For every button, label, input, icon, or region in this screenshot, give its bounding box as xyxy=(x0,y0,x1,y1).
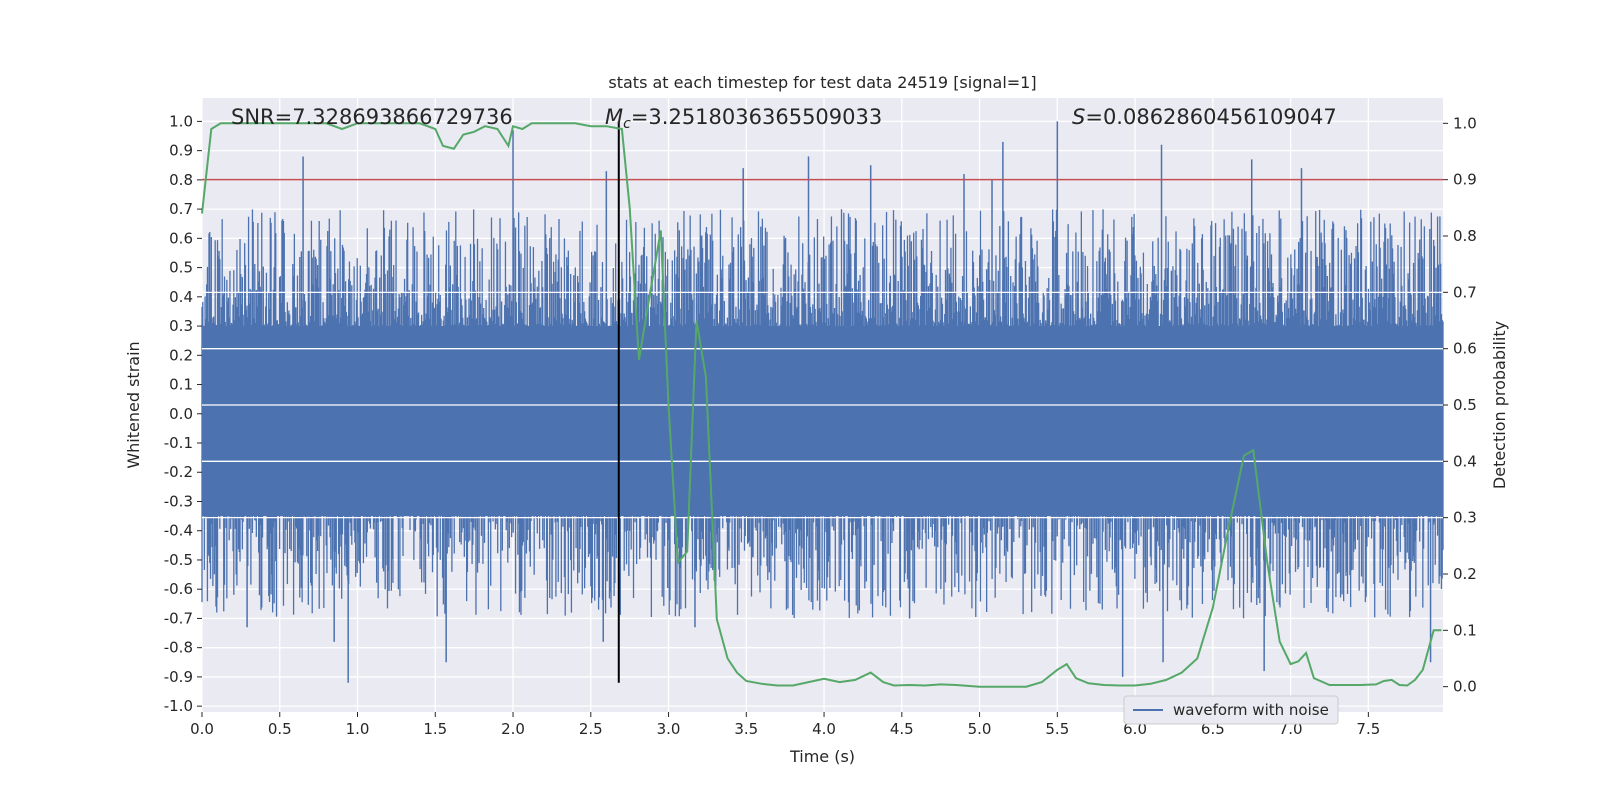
y2-tick-label: 0.1 xyxy=(1453,621,1477,639)
y-tick-label: 0.3 xyxy=(169,317,193,335)
y-tick-label: 1.0 xyxy=(169,112,193,130)
y-tick-label: -0.4 xyxy=(164,522,193,540)
s-value: =0.0862860456109047 xyxy=(1085,105,1336,129)
y-tick-label: 0.4 xyxy=(169,288,193,306)
y-tick-label: 0.6 xyxy=(169,229,193,247)
y2-tick-label: 0.7 xyxy=(1453,283,1477,301)
y-tick-label: -0.7 xyxy=(164,609,193,627)
y-tick-label: 0.8 xyxy=(169,171,193,189)
waveform-trace xyxy=(201,209,1444,619)
y-tick-label: -0.1 xyxy=(164,434,193,452)
chirp-mass-symbol: M xyxy=(605,105,623,129)
y-tick-label: -0.8 xyxy=(164,639,193,657)
x-tick-label: 0.0 xyxy=(190,720,214,738)
x-tick-label: 5.5 xyxy=(1045,720,1069,738)
grid-overlay xyxy=(202,291,1443,519)
legend: waveform with noise xyxy=(1123,695,1339,725)
y-tick-label: 0.7 xyxy=(169,200,193,218)
x-tick-label: 1.0 xyxy=(346,720,370,738)
x-axis-label: Time (s) xyxy=(789,747,855,766)
y2-tick-label: 1.0 xyxy=(1453,114,1477,132)
x-tick-label: 3.5 xyxy=(734,720,758,738)
y-tick-label: -0.6 xyxy=(164,580,193,598)
chirp-mass-subscript: c xyxy=(623,116,631,132)
chirp-mass-value: =3.2518036365509033 xyxy=(631,105,882,129)
y-tick-label: 0.2 xyxy=(169,346,193,364)
y-tick-label: -1.0 xyxy=(164,697,193,715)
y2-axis-label: Detection probability xyxy=(1490,321,1509,489)
y-axis-ticks: 1.0 0.9 0.8 0.7 0.6 0.5 0.4 0.3 0.2 0.1 0.0 -0.1 -0.… xyxy=(164,112,202,715)
y2-tick-label: 0.0 xyxy=(1453,678,1477,696)
y2-tick-label: 0.6 xyxy=(1453,340,1477,358)
y-tick-label: 0.1 xyxy=(169,376,193,394)
y-tick-label: 0.5 xyxy=(169,259,193,277)
y2-tick-label: 0.3 xyxy=(1453,509,1477,527)
x-tick-label: 3.0 xyxy=(657,720,681,738)
detection-probability-line xyxy=(201,122,1442,688)
y2-tick-label: 0.5 xyxy=(1453,396,1477,414)
x-tick-label: 2.5 xyxy=(579,720,603,738)
chart-title: stats at each timestep for test data 245… xyxy=(608,73,1036,92)
y2-tick-label: 0.4 xyxy=(1453,452,1477,470)
y-tick-label: -0.2 xyxy=(164,463,193,481)
legend-box xyxy=(1123,695,1339,725)
x-tick-label: 0.5 xyxy=(268,720,292,738)
legend-label: waveform with noise xyxy=(1173,701,1329,719)
y-tick-label: -0.5 xyxy=(164,551,193,569)
s-symbol: S xyxy=(1072,105,1085,129)
y2-tick-label: 0.9 xyxy=(1453,171,1477,189)
y-axis-label: Whitened strain xyxy=(124,341,143,468)
snr-annotation: SNR=7.328693866729736 xyxy=(231,105,513,129)
y2-tick-label: 0.8 xyxy=(1453,227,1477,245)
y-tick-label: -0.9 xyxy=(164,668,193,686)
y2-axis-ticks: 1.0 0.9 0.8 0.7 0.6 0.5 0.4 0.3 0.2 0.1 0.0 xyxy=(1443,114,1477,696)
x-tick-label: 7.5 xyxy=(1356,720,1380,738)
x-tick-label: 4.0 xyxy=(812,720,836,738)
x-tick-label: 5.0 xyxy=(968,720,992,738)
x-tick-label: 4.5 xyxy=(890,720,914,738)
y-tick-label: -0.3 xyxy=(164,492,193,510)
y2-tick-label: 0.2 xyxy=(1453,565,1477,583)
x-tick-label: 1.5 xyxy=(423,720,447,738)
y-tick-label: 0.9 xyxy=(169,142,193,160)
x-tick-label: 2.0 xyxy=(501,720,525,738)
s-annotation: S=0.0862860456109047 xyxy=(1072,105,1337,129)
y-tick-label: 0.0 xyxy=(169,405,193,423)
chirp-mass-annotation: Mc=3.2518036365509033 xyxy=(605,105,882,132)
